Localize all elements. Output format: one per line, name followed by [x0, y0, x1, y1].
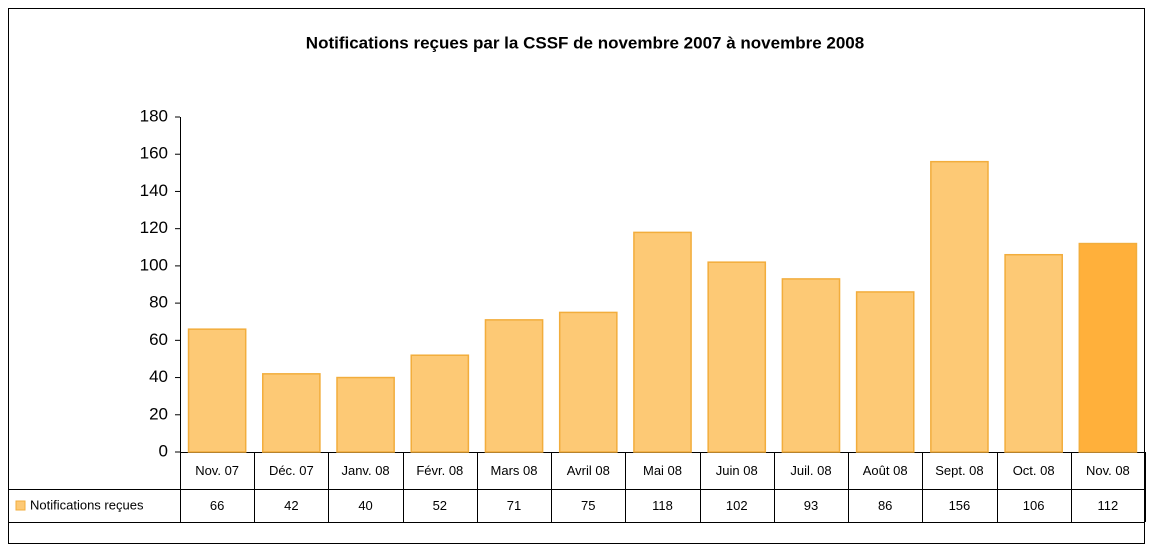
x-tick-label: Juin 08	[716, 463, 758, 478]
table-value: 156	[949, 498, 971, 513]
y-tick-label: 80	[149, 293, 168, 312]
x-tick-label: Oct. 08	[1013, 463, 1055, 478]
bar	[262, 373, 321, 453]
y-tick-label: 180	[140, 106, 168, 125]
bar	[484, 319, 544, 453]
x-tick-label: Juil. 08	[790, 463, 831, 478]
y-tick-label: 20	[149, 404, 168, 423]
y-tick-label: 120	[140, 218, 168, 237]
table-value: 86	[878, 498, 892, 513]
table-value: 71	[507, 498, 521, 513]
x-tick-label: Sept. 08	[935, 463, 983, 478]
table-value: 102	[726, 498, 748, 513]
bar	[781, 278, 841, 453]
x-tick-label: Mars 08	[491, 463, 538, 478]
table-value: 42	[284, 498, 298, 513]
bar	[1004, 253, 1063, 453]
table-value: 66	[210, 498, 224, 513]
table-value: 93	[804, 498, 818, 513]
bar	[930, 160, 989, 453]
x-tick-label: Févr. 08	[416, 463, 463, 478]
x-tick-label: Déc. 07	[269, 463, 314, 478]
bar	[1078, 242, 1138, 453]
table-value: 112	[1098, 498, 1119, 513]
bar	[336, 376, 395, 453]
bar	[187, 328, 247, 453]
y-tick-label: 140	[140, 181, 168, 200]
y-tick-label: 0	[159, 441, 168, 460]
table-value: 106	[1023, 498, 1045, 513]
y-tick-label: 60	[149, 330, 168, 349]
x-tick-label: Avril 08	[567, 463, 610, 478]
table-value: 75	[581, 498, 595, 513]
x-tick-label: Mai 08	[643, 463, 682, 478]
x-tick-label: Janv. 08	[341, 463, 389, 478]
table-value: 118	[652, 498, 673, 513]
table-value: 40	[358, 498, 372, 513]
legend-label: Notifications reçues	[30, 497, 144, 512]
bar	[855, 291, 915, 453]
x-tick-label: Nov. 08	[1086, 463, 1130, 478]
bar	[633, 231, 692, 453]
chart-title: Notifications reçues par la CSSF de nove…	[306, 33, 864, 52]
x-tick-label: Août 08	[863, 463, 908, 478]
y-tick-label: 40	[149, 367, 168, 386]
y-tick-label: 160	[140, 144, 168, 163]
bar	[410, 354, 470, 453]
legend-swatch	[15, 500, 26, 511]
bar	[558, 311, 618, 453]
y-tick-label: 100	[140, 255, 168, 274]
x-tick-label: Nov. 07	[195, 463, 239, 478]
bar	[707, 261, 767, 453]
table-value: 52	[433, 498, 447, 513]
